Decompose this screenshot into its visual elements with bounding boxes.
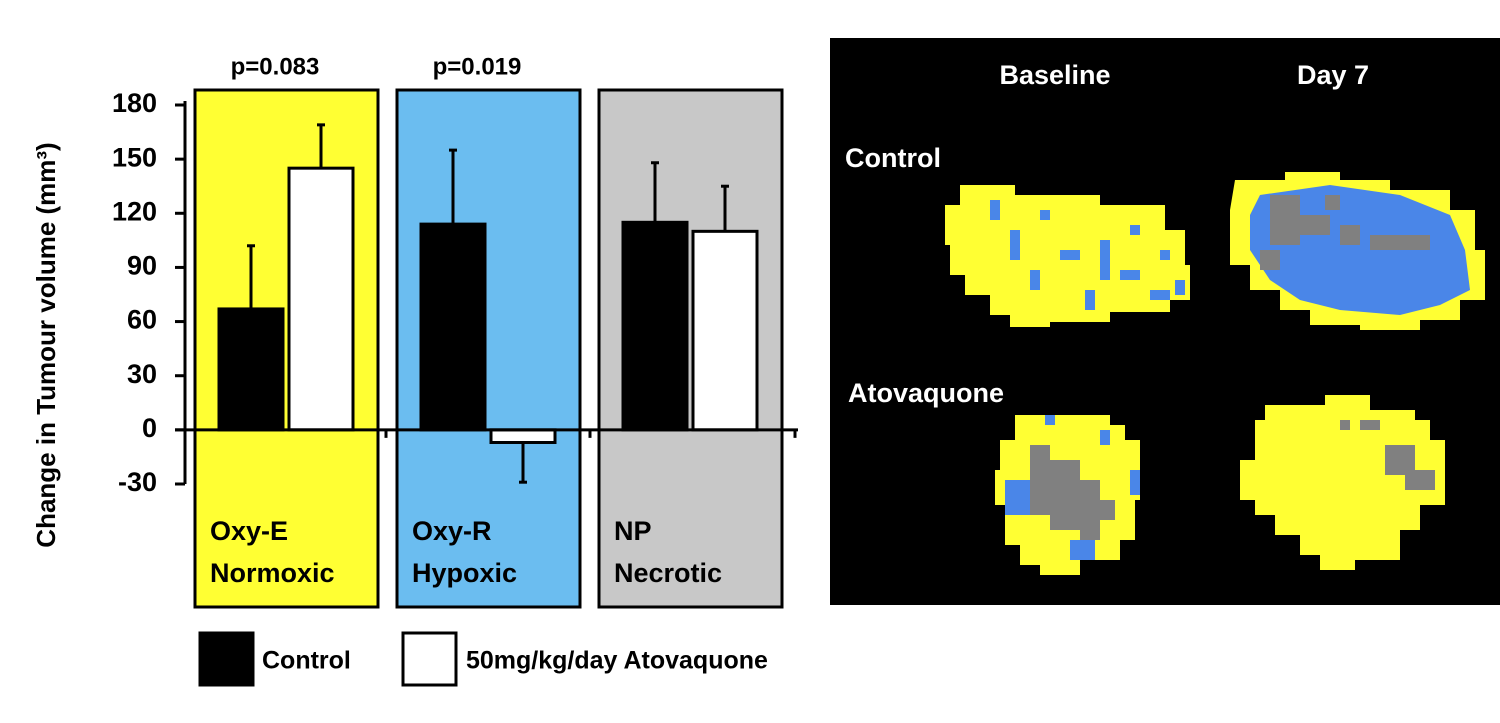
- y-tick-label: 90: [127, 251, 157, 281]
- column-label: Baseline: [999, 60, 1110, 90]
- hypoxic-patches: [1005, 415, 1140, 560]
- y-tick-label: 150: [112, 142, 157, 172]
- bar: [419, 222, 487, 432]
- tumour-map: [1240, 395, 1445, 570]
- y-tick-label: 180: [112, 88, 157, 118]
- legend-label: Control: [262, 647, 351, 675]
- legend-swatch: [198, 631, 255, 687]
- p-value: p=0.019: [433, 53, 522, 80]
- necrotic-patches: [1340, 420, 1435, 490]
- image-panel: Baseline Day 7 Control Atovaquone: [830, 38, 1500, 605]
- y-tick-label: 120: [112, 196, 157, 226]
- category-label: Oxy-E: [210, 516, 288, 546]
- bar: [287, 166, 355, 432]
- bar: [217, 307, 285, 432]
- category-label: NP: [614, 516, 652, 546]
- row-label: Control: [845, 143, 941, 173]
- p-value: p=0.083: [231, 53, 320, 80]
- bar: [621, 220, 689, 432]
- necrotic-patches: [1260, 195, 1430, 270]
- bar: [691, 229, 759, 432]
- category-label: Necrotic: [614, 558, 722, 588]
- bar: [489, 428, 557, 444]
- category-label: Normoxic: [210, 558, 335, 588]
- hypoxic-patches: [990, 200, 1185, 310]
- y-tick-label: 60: [127, 305, 157, 335]
- category-label: Oxy-R: [412, 516, 492, 546]
- category-label: Hypoxic: [412, 558, 517, 588]
- necrotic-patches: [1030, 445, 1115, 540]
- row-label: Atovaquone: [848, 378, 1004, 408]
- y-tick-label: -30: [118, 467, 157, 497]
- y-axis-label: Change in Tumour volume (mm³): [31, 142, 61, 547]
- legend-label: 50mg/kg/day Atovaquone: [466, 647, 768, 675]
- legend-swatch: [401, 631, 458, 687]
- y-tick-label: 0: [142, 413, 157, 443]
- y-tick-label: 30: [127, 359, 157, 389]
- column-label: Day 7: [1297, 60, 1369, 90]
